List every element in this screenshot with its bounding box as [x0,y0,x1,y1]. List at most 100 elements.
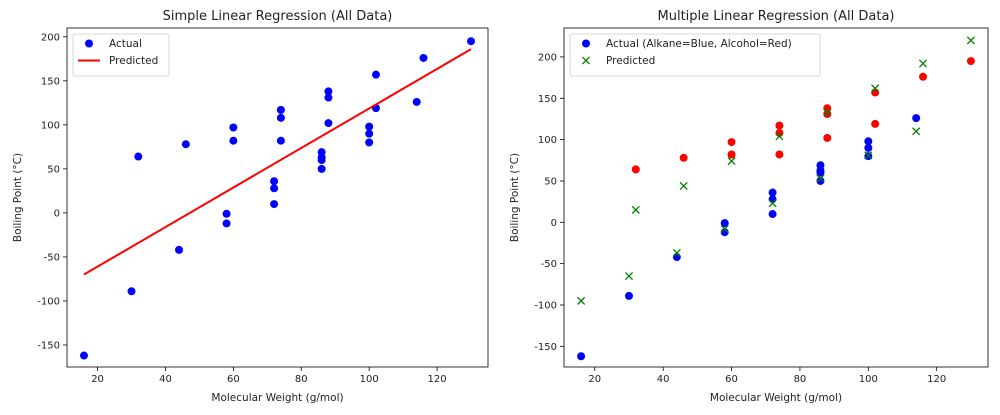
data-point [270,177,279,186]
data-point-x [966,36,975,45]
x-tick-label: 120 [428,374,447,385]
data-point [768,188,777,197]
legend-label: Predicted [109,55,158,67]
x-stroke [966,36,975,45]
data-point [631,165,640,174]
series-3 [577,36,975,305]
data-point-x [672,248,681,257]
y-tick-label: 150 [538,94,557,105]
data-point-x [631,205,640,214]
legend-marker [582,39,590,48]
data-point [134,152,143,161]
data-point [919,72,928,81]
plot-frame [66,27,489,368]
data-point [727,150,736,159]
y-tick-label: 0 [551,218,557,229]
data-point [371,70,380,79]
x-tick-label: 100 [360,374,379,385]
data-point [871,88,880,97]
data-point-x [871,84,880,93]
series-1 [577,114,921,361]
x-tick-label: 80 [295,374,308,385]
data-point-x [577,296,586,305]
data-point [823,133,832,142]
y-tick-label: 150 [41,76,60,87]
data-point-x [768,199,777,208]
chart-title: Simple Linear Regression (All Data) [163,9,393,24]
data-point [823,109,832,118]
x-axis-label: Molecular Weight (g/mol) [211,392,343,404]
data-point [412,97,421,106]
x-stroke [631,205,640,214]
y-tick-label: -100 [534,300,557,311]
x-stroke [823,108,832,117]
data-point [775,150,784,159]
x-stroke [775,132,784,141]
data-point [768,210,777,219]
y-tick-label: -100 [37,296,60,307]
x-stroke [768,199,777,208]
legend: Actual (Alkane=Blue, Alcohol=Red) Predict… [569,33,821,77]
data-point [672,253,681,262]
y-tick-label: 200 [538,52,557,63]
x-tick-label: 60 [725,374,738,385]
data-point [624,291,633,300]
x-stroke [672,248,681,257]
data-point [276,136,285,145]
data-point [768,195,777,204]
x-stroke [918,59,928,68]
data-point [317,164,326,173]
x-tick-label: 80 [794,374,807,385]
y-tick-label: -150 [37,340,60,351]
data-point-x [720,224,729,233]
data-point [276,113,285,122]
series-1 [79,37,476,360]
data-layer [577,36,975,361]
chart-2: Multiple Linear Regression (All Data) 20 4… [509,9,989,404]
data-point [864,137,873,146]
x-tick-label: 120 [927,374,946,385]
data-point-x [816,174,825,183]
y-tick-label: 50 [47,164,60,175]
y-tick-label: -50 [44,252,60,263]
data-point [365,138,374,147]
data-point [317,156,326,165]
x-tick-label: 60 [227,374,240,385]
legend-marker [581,56,591,65]
x-axis-label: Molecular Weight (g/mol) [710,392,842,404]
x-tick-label: 40 [159,374,172,385]
data-point-x [679,181,688,190]
data-point [720,219,729,228]
legend-label: Actual (Alkane=Blue, Alcohol=Red) [606,38,792,50]
data-point [966,57,975,66]
chart-1: Simple Linear Regression (All Data) 20 40 6… [12,9,489,404]
legend-label: Actual [109,38,142,50]
data-point [270,184,279,193]
y-tick-label: 200 [41,32,60,43]
y-tick-label: 0 [54,208,60,219]
data-point [229,136,238,145]
x-stroke [871,84,880,93]
data-point [816,168,825,177]
legend-label: Predicted [606,55,655,67]
x-stroke [577,296,586,305]
legend: Actual Predicted [72,33,170,77]
x-stroke [720,224,729,233]
data-point-x [918,59,928,68]
y-tick-label: 100 [41,120,60,131]
data-point [175,245,184,254]
x-stroke [912,127,921,136]
regression-line [83,48,472,276]
legend-box [72,33,170,77]
data-point [871,119,880,128]
data-point-x [624,271,634,281]
x-stroke [624,271,634,281]
data-point [222,219,231,228]
y-tick-label: 50 [544,176,557,187]
data-point-x [727,157,736,166]
data-point [467,37,476,46]
data-point [912,114,921,123]
data-point [276,105,285,114]
data-layer [79,37,476,360]
y-tick-label: -50 [541,259,557,270]
